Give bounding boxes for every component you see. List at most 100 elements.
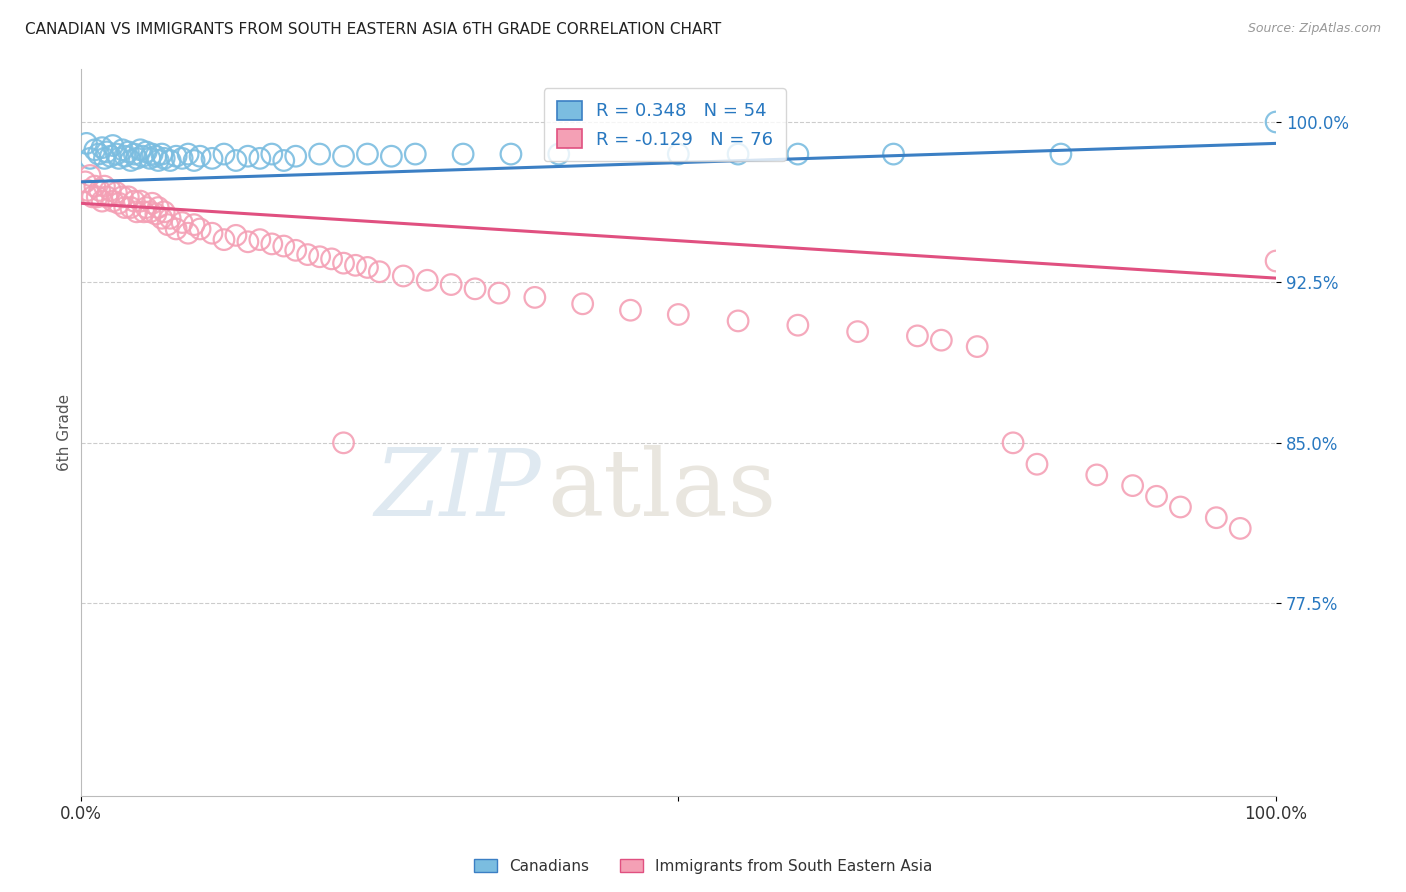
Point [153, 204, 176, 219]
Point [368, 265, 391, 279]
Text: ZIP: ZIP [374, 445, 541, 535]
Point [117, 190, 139, 204]
Point [172, 215, 194, 229]
Point [105, 147, 128, 161]
Point [451, 147, 474, 161]
Point [125, 204, 148, 219]
Point [148, 201, 170, 215]
Point [132, 204, 155, 219]
Point [273, 239, 295, 253]
Point [344, 258, 367, 272]
Point [907, 329, 929, 343]
Point [79, 152, 101, 166]
Point [225, 153, 247, 168]
Text: atlas: atlas [547, 445, 776, 535]
Point [332, 435, 354, 450]
Point [156, 218, 179, 232]
Point [159, 211, 181, 226]
Point [93, 152, 115, 166]
Text: CANADIAN VS IMMIGRANTS FROM SOUTH EASTERN ASIA 6TH GRADE CORRELATION CHART: CANADIAN VS IMMIGRANTS FROM SOUTH EASTER… [25, 22, 721, 37]
Point [135, 145, 157, 159]
Point [666, 147, 689, 161]
Point [523, 290, 546, 304]
Point [786, 318, 808, 333]
Point [727, 314, 749, 328]
Point [1002, 435, 1025, 450]
Point [165, 222, 187, 236]
Point [76, 183, 98, 197]
Point [114, 201, 136, 215]
Point [499, 147, 522, 161]
Point [148, 153, 170, 168]
Point [101, 138, 124, 153]
Point [91, 141, 114, 155]
Point [464, 282, 486, 296]
Point [1146, 489, 1168, 503]
Point [225, 228, 247, 243]
Point [249, 152, 271, 166]
Point [284, 244, 307, 258]
Point [1085, 467, 1108, 482]
Point [105, 186, 128, 200]
Point [931, 333, 953, 347]
Point [380, 149, 402, 163]
Point [125, 152, 148, 166]
Point [129, 194, 152, 208]
Point [966, 340, 988, 354]
Y-axis label: 6th Grade: 6th Grade [58, 393, 72, 471]
Point [1122, 478, 1144, 492]
Point [666, 308, 689, 322]
Point [416, 273, 439, 287]
Point [547, 147, 569, 161]
Point [212, 233, 235, 247]
Point [392, 268, 415, 283]
Point [188, 222, 211, 236]
Point [440, 277, 463, 292]
Point [201, 226, 224, 240]
Legend: Canadians, Immigrants from South Eastern Asia: Canadians, Immigrants from South Eastern… [468, 853, 938, 880]
Point [1050, 147, 1073, 161]
Point [100, 183, 122, 197]
Point [139, 204, 162, 219]
Point [129, 143, 152, 157]
Point [188, 149, 211, 163]
Point [273, 153, 295, 168]
Point [1205, 510, 1227, 524]
Point [76, 136, 98, 151]
Point [111, 143, 134, 157]
Point [1265, 254, 1288, 268]
Point [165, 149, 187, 163]
Point [846, 325, 869, 339]
Point [619, 303, 641, 318]
Point [1229, 521, 1251, 535]
Point [141, 196, 163, 211]
Point [124, 194, 146, 208]
Point [107, 152, 129, 166]
Point [321, 252, 343, 266]
Point [308, 250, 330, 264]
Point [79, 169, 101, 183]
Point [183, 153, 205, 168]
Point [1026, 457, 1049, 471]
Point [249, 233, 271, 247]
Point [82, 190, 104, 204]
Point [100, 149, 122, 163]
Point [83, 143, 105, 157]
Point [87, 147, 110, 161]
Point [153, 152, 176, 166]
Point [114, 149, 136, 163]
Point [120, 153, 142, 168]
Point [1265, 115, 1288, 129]
Point [111, 190, 134, 204]
Point [260, 236, 283, 251]
Point [284, 149, 307, 163]
Point [260, 147, 283, 161]
Point [488, 286, 510, 301]
Text: Source: ZipAtlas.com: Source: ZipAtlas.com [1247, 22, 1381, 36]
Point [89, 183, 111, 197]
Point [101, 194, 124, 208]
Point [727, 147, 749, 161]
Point [150, 211, 173, 226]
Point [141, 147, 163, 161]
Point [212, 147, 235, 161]
